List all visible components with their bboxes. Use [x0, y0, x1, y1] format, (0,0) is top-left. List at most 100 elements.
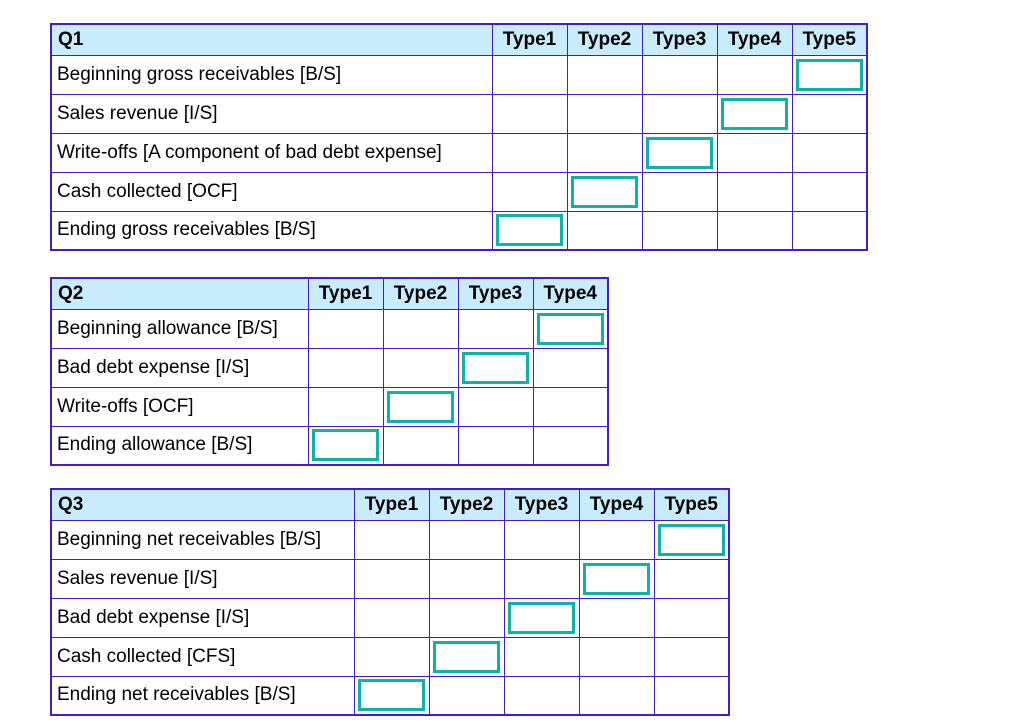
grid-cell: [428, 519, 505, 560]
grid-cell: [791, 132, 868, 173]
grid-cell: [353, 558, 430, 599]
grid-cell: [653, 675, 730, 716]
grid-cell: [503, 675, 580, 716]
row-label: Sales revenue [I/S]: [50, 558, 355, 599]
row-label: Cash collected [CFS]: [50, 636, 355, 677]
answer-input[interactable]: [795, 58, 863, 91]
grid-cell: [578, 675, 655, 716]
table-row: Bad debt expense [I/S]: [50, 597, 730, 638]
grid-cell: [382, 386, 459, 427]
grid-cell: [307, 425, 384, 466]
grid-cell: [457, 347, 534, 388]
row-label: Beginning gross receivables [B/S]: [50, 54, 493, 95]
grid-cell: [716, 132, 793, 173]
grid-cell: [566, 171, 643, 212]
q2-table: Q2 Type1 Type2 Type3 Type4 Beginning allowanc…: [50, 277, 609, 466]
grid-cell: [716, 210, 793, 251]
grid-cell: [653, 558, 730, 599]
grid-cell: [578, 597, 655, 638]
grid-cell: [503, 597, 580, 638]
answer-input[interactable]: [571, 175, 638, 208]
table-row: Sales revenue [I/S]: [50, 558, 730, 599]
grid-cell: [353, 519, 430, 560]
grid-cell: [491, 54, 568, 95]
column-header-type3: Type3: [641, 23, 718, 56]
table-title: Q3: [50, 488, 355, 521]
grid-cell: [653, 636, 730, 677]
row-label: Beginning net receivables [B/S]: [50, 519, 355, 560]
grid-cell: [641, 54, 718, 95]
column-header-type5: Type5: [653, 488, 730, 521]
table-row: Cash collected [OCF]: [50, 171, 868, 212]
row-label: Cash collected [OCF]: [50, 171, 493, 212]
grid-cell: [641, 171, 718, 212]
grid-cell: [716, 54, 793, 95]
grid-cell: [428, 636, 505, 677]
row-label: Beginning allowance [B/S]: [50, 308, 309, 349]
row-label: Bad debt expense [I/S]: [50, 597, 355, 638]
row-label: Sales revenue [I/S]: [50, 93, 493, 134]
grid-cell: [566, 210, 643, 251]
answer-input[interactable]: [312, 429, 379, 462]
answer-input[interactable]: [536, 312, 604, 345]
table-row: Write-offs [OCF]: [50, 386, 609, 427]
column-header-type4: Type4: [578, 488, 655, 521]
grid-cell: [382, 347, 459, 388]
grid-cell: [791, 171, 868, 212]
answer-input[interactable]: [496, 214, 563, 247]
answer-input[interactable]: [583, 562, 650, 595]
grid-cell: [382, 425, 459, 466]
q1-table: Q1 Type1 Type2 Type3 Type4 Type5 Beginning gro…: [50, 23, 868, 251]
row-label: Ending gross receivables [B/S]: [50, 210, 493, 251]
column-header-type2: Type2: [428, 488, 505, 521]
grid-cell: [457, 386, 534, 427]
column-header-type1: Type1: [353, 488, 430, 521]
table-row: Beginning gross receivables [B/S]: [50, 54, 868, 95]
answer-input[interactable]: [462, 351, 529, 384]
grid-cell: [532, 386, 609, 427]
answer-input[interactable]: [358, 679, 425, 712]
grid-cell: [491, 171, 568, 212]
grid-cell: [491, 132, 568, 173]
answer-input[interactable]: [508, 601, 575, 634]
grid-cell: [641, 93, 718, 134]
answer-input[interactable]: [387, 390, 454, 423]
table-row: Beginning net receivables [B/S]: [50, 519, 730, 560]
grid-cell: [307, 347, 384, 388]
grid-cell: [428, 675, 505, 716]
q3-table: Q3 Type1 Type2 Type3 Type4 Type5 Beginning net…: [50, 488, 730, 716]
grid-cell: [653, 519, 730, 560]
grid-cell: [791, 210, 868, 251]
column-header-type3: Type3: [457, 277, 534, 310]
grid-cell: [578, 519, 655, 560]
row-label: Write-offs [OCF]: [50, 386, 309, 427]
answer-input[interactable]: [721, 97, 788, 130]
row-label: Ending net receivables [B/S]: [50, 675, 355, 716]
answer-input[interactable]: [657, 523, 725, 556]
column-header-type2: Type2: [566, 23, 643, 56]
header-row: Q3 Type1 Type2 Type3 Type4 Type5: [50, 488, 730, 521]
grid-cell: [716, 171, 793, 212]
grid-cell: [503, 558, 580, 599]
grid-cell: [578, 558, 655, 599]
grid-cell: [491, 93, 568, 134]
column-header-type1: Type1: [491, 23, 568, 56]
row-label: Write-offs [A component of bad debt expe…: [50, 132, 493, 173]
answer-input[interactable]: [646, 136, 713, 169]
table-row: Sales revenue [I/S]: [50, 93, 868, 134]
grid-cell: [428, 558, 505, 599]
table-row: Ending gross receivables [B/S]: [50, 210, 868, 251]
grid-cell: [307, 308, 384, 349]
table-title: Q2: [50, 277, 309, 310]
grid-cell: [353, 597, 430, 638]
grid-cell: [791, 54, 868, 95]
table-row: Cash collected [CFS]: [50, 636, 730, 677]
grid-cell: [491, 210, 568, 251]
grid-cell: [641, 210, 718, 251]
table-row: Bad debt expense [I/S]: [50, 347, 609, 388]
grid-cell: [382, 308, 459, 349]
answer-input[interactable]: [433, 640, 500, 673]
column-header-type5: Type5: [791, 23, 868, 56]
table-title: Q1: [50, 23, 493, 56]
grid-cell: [566, 93, 643, 134]
